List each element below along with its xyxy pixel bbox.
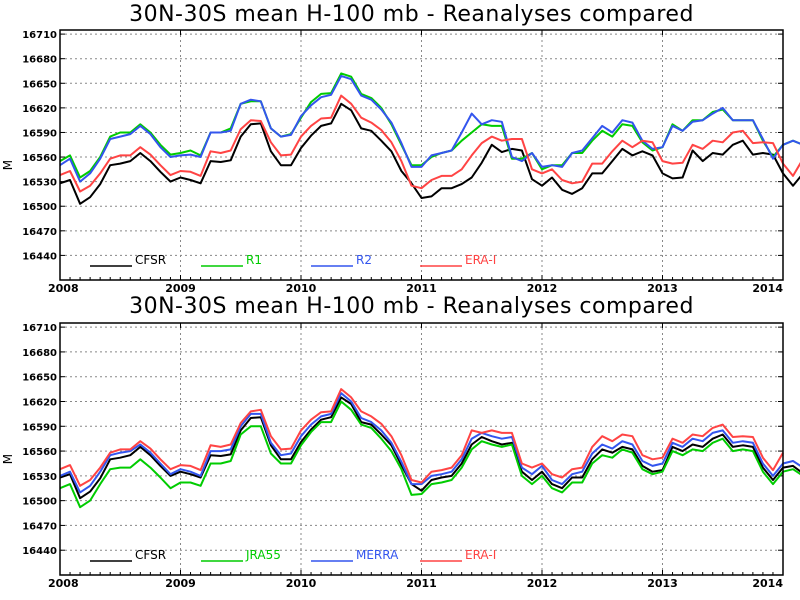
chart-panel-1: 30N-30S mean H-100 mb - Reanalyses compa… xyxy=(1,2,800,295)
y-tick-label: 16470 xyxy=(22,521,57,532)
y-tick-label: 16500 xyxy=(22,497,57,508)
x-tick-label: 2009 xyxy=(165,282,196,295)
legend-label: ERA-I xyxy=(465,253,496,267)
x-tick-label: 2012 xyxy=(527,577,558,590)
series-line-r2 xyxy=(59,74,800,183)
x-tick-label: 2009 xyxy=(165,577,196,590)
y-tick-label: 16650 xyxy=(22,373,57,384)
series-line-merra xyxy=(59,392,800,494)
legend-label: JRA55 xyxy=(245,548,281,562)
series-line-jra55 xyxy=(59,400,800,509)
y-tick-label: 16680 xyxy=(22,55,57,66)
y-tick-label: 16530 xyxy=(22,178,57,189)
x-tick-label: 2008 xyxy=(48,577,79,590)
y-tick-label: 16590 xyxy=(22,422,57,433)
x-tick-label: 2011 xyxy=(406,577,437,590)
series-line-cfsr xyxy=(59,102,800,205)
y-tick-label: 16560 xyxy=(22,447,57,458)
legend-label: MERRA xyxy=(356,548,399,562)
y-tick-label: 16650 xyxy=(22,79,57,90)
x-tick-label: 2014 xyxy=(752,577,783,590)
y-tick-label: 16590 xyxy=(22,128,57,139)
x-tick-label: 2010 xyxy=(286,577,317,590)
y-tick-label: 16530 xyxy=(22,472,57,483)
legend-label: CFSR xyxy=(135,253,166,267)
chart-title: 30N-30S mean H-100 mb - Reanalyses compa… xyxy=(129,294,694,319)
legend-label: R2 xyxy=(356,253,372,267)
x-tick-label: 2011 xyxy=(406,282,437,295)
plot-frame xyxy=(59,29,784,281)
y-tick-label: 16560 xyxy=(22,153,57,164)
series-line-era-i xyxy=(59,388,784,487)
x-tick-label: 2013 xyxy=(647,282,678,295)
y-tick-label: 16710 xyxy=(22,30,57,41)
y-tick-label: 16500 xyxy=(22,202,57,213)
x-tick-label: 2010 xyxy=(286,282,317,295)
y-tick-label: 16620 xyxy=(22,397,57,408)
legend-label: ERA-I xyxy=(465,548,496,562)
legend-label: R1 xyxy=(246,253,262,267)
y-tick-label: 16680 xyxy=(22,348,57,359)
chart-panel-2: 30N-30S mean H-100 mb - Reanalyses compa… xyxy=(1,294,800,590)
series-line-cfsr xyxy=(59,396,800,500)
x-tick-label: 2014 xyxy=(752,282,783,295)
plot-frame xyxy=(59,322,784,576)
y-tick-label: 16440 xyxy=(22,546,57,557)
chart-title: 30N-30S mean H-100 mb - Reanalyses compa… xyxy=(129,2,694,27)
y-tick-label: 16710 xyxy=(22,323,57,334)
y-axis-label: M xyxy=(1,160,15,170)
y-tick-label: 16470 xyxy=(22,227,57,238)
x-tick-label: 2013 xyxy=(647,577,678,590)
y-tick-label: 16620 xyxy=(22,104,57,115)
legend-label: CFSR xyxy=(135,548,166,562)
series-line-era-i xyxy=(59,94,800,193)
x-tick-label: 2012 xyxy=(527,282,558,295)
x-tick-label: 2008 xyxy=(48,282,79,295)
y-axis-label: M xyxy=(1,454,15,464)
y-tick-label: 16440 xyxy=(22,251,57,262)
